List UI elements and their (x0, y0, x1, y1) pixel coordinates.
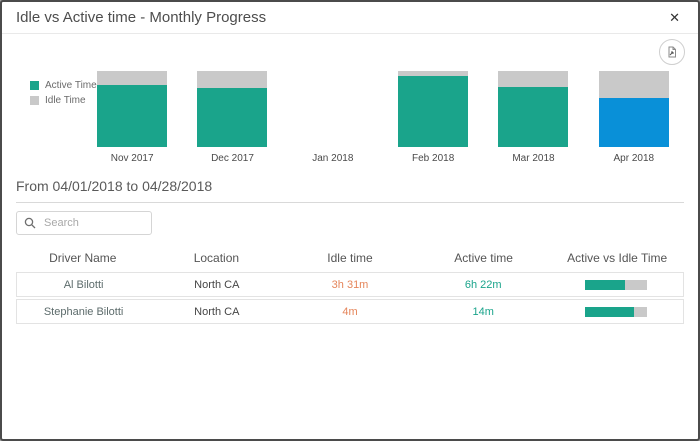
location-cell: North CA (194, 305, 240, 318)
month-label: Jan 2018 (312, 153, 354, 164)
legend-item-idle-time: Idle Time (30, 95, 97, 106)
bar-slot-mar-2018: Mar 2018 (483, 71, 583, 164)
table-row[interactable]: Stephanie Bilotti North CA 4m 14m (16, 299, 684, 324)
search-input[interactable] (42, 216, 144, 230)
month-bar[interactable] (197, 71, 268, 147)
active-time-segment (97, 84, 168, 147)
active-vs-idle-cell (550, 279, 683, 290)
bar-slot-feb-2018: Feb 2018 (383, 71, 483, 164)
active-time-segment (598, 98, 669, 147)
month-label: Mar 2018 (512, 153, 555, 164)
month-label: Dec 2017 (211, 153, 254, 164)
active-vs-idle-bar (585, 279, 648, 290)
active-portion (585, 306, 634, 317)
table-header-row: Driver Name Location Idle time Active time A… (16, 247, 684, 269)
dialog-header: Idle vs Active time - Monthly Progress ✕ (2, 2, 698, 34)
driver-name-cell: Stephanie Bilotti (43, 305, 124, 318)
month-label: Feb 2018 (412, 153, 455, 164)
column-header-idle-time: Idle time (327, 251, 373, 265)
idle-time-cell: 4m (342, 305, 358, 318)
legend-item-active-time: Active Time (30, 80, 97, 91)
dialog-title: Idle vs Active time - Monthly Progress (16, 9, 267, 26)
idle-time-segment (598, 71, 669, 99)
close-icon[interactable]: ✕ (669, 10, 680, 25)
month-label: Apr 2018 (613, 153, 655, 164)
legend-swatch-icon (30, 96, 39, 105)
bar-slot-dec-2017: Dec 2017 (182, 71, 282, 164)
month-bar[interactable] (498, 71, 569, 147)
active-portion (585, 279, 626, 290)
idle-time-segment (97, 71, 168, 85)
chart-bars: Nov 2017 Dec 2017 Jan 2018 Feb 2018 Mar 2018… (82, 71, 684, 164)
active-time-segment (398, 76, 469, 147)
search-icon (24, 217, 36, 229)
active-time-cell: 6h 22m (464, 278, 502, 291)
monthly-progress-chart: Active Time Idle Time Nov 2017 Dec 2017 Jan… (2, 34, 698, 171)
date-range-label: From 04/01/2018 to 04/28/2018 (16, 178, 213, 194)
bar-slot-apr-2018: Apr 2018 (584, 71, 684, 164)
column-header-location: Location (193, 251, 240, 265)
idle-time-segment (398, 71, 469, 77)
month-bar (298, 71, 368, 147)
table-body: Al Bilotti North CA 3h 31m 6h 22m Stephanie … (16, 272, 684, 324)
location-cell: North CA (194, 278, 240, 291)
legend-swatch-icon (30, 81, 39, 90)
legend-label: Active Time (45, 80, 97, 91)
idle-time-cell: 3h 31m (331, 278, 369, 291)
column-header-active-time: Active time (454, 251, 513, 265)
column-header-active-vs-idle-time: Active vs Idle Time (567, 251, 668, 265)
column-header-driver-name: Driver Name (49, 251, 117, 265)
active-time-cell: 14m (472, 305, 494, 318)
driver-name-cell: Al Bilotti (63, 278, 104, 291)
idle-time-segment (197, 71, 268, 88)
export-report-button[interactable] (659, 39, 685, 65)
bar-slot-jan-2018: Jan 2018 (283, 71, 383, 164)
active-vs-idle-cell (550, 306, 683, 317)
month-bar[interactable] (398, 71, 469, 147)
month-bar[interactable] (97, 71, 168, 147)
export-report-icon (668, 46, 676, 58)
month-label: Nov 2017 (110, 153, 154, 164)
drivers-table: Driver Name Location Idle time Active time A… (16, 247, 684, 324)
idle-time-segment (498, 71, 569, 87)
date-range-block: From 04/01/2018 to 04/28/2018 (16, 171, 684, 203)
active-vs-idle-bar (585, 306, 648, 317)
search-box[interactable] (16, 211, 152, 235)
bar-slot-nov-2017: Nov 2017 (82, 71, 182, 164)
active-time-segment (197, 87, 268, 147)
chart-legend: Active Time Idle Time (30, 80, 97, 110)
legend-label: Idle Time (45, 95, 86, 106)
table-row[interactable]: Al Bilotti North CA 3h 31m 6h 22m (16, 272, 684, 297)
month-bar[interactable] (598, 71, 669, 147)
active-time-segment (498, 86, 569, 147)
